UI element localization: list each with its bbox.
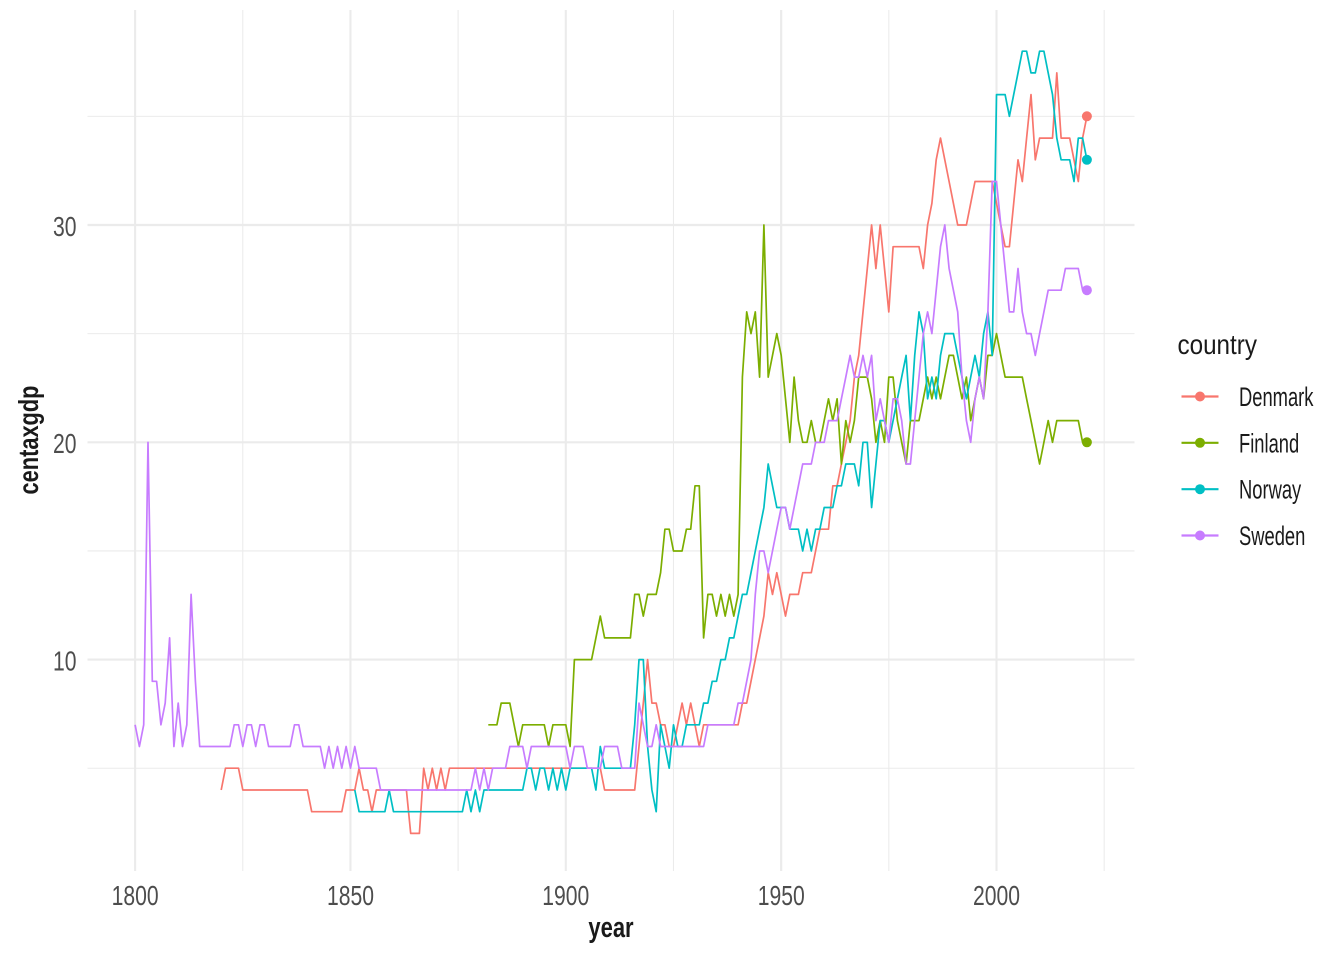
svg-text:year: year <box>588 912 633 944</box>
svg-text:30: 30 <box>53 212 77 242</box>
svg-text:centaxgdp: centaxgdp <box>15 386 45 495</box>
svg-text:country: country <box>1178 328 1257 360</box>
svg-text:Sweden: Sweden <box>1239 520 1305 550</box>
svg-text:Denmark: Denmark <box>1239 381 1314 411</box>
svg-text:10: 10 <box>53 647 77 677</box>
svg-text:Norway: Norway <box>1239 474 1302 504</box>
svg-text:2000: 2000 <box>973 881 1020 911</box>
svg-text:20: 20 <box>53 429 77 459</box>
svg-text:Finland: Finland <box>1239 428 1299 458</box>
svg-text:1850: 1850 <box>327 881 374 911</box>
svg-text:1800: 1800 <box>112 881 159 911</box>
svg-text:1950: 1950 <box>758 881 805 911</box>
svg-text:1900: 1900 <box>542 881 589 911</box>
